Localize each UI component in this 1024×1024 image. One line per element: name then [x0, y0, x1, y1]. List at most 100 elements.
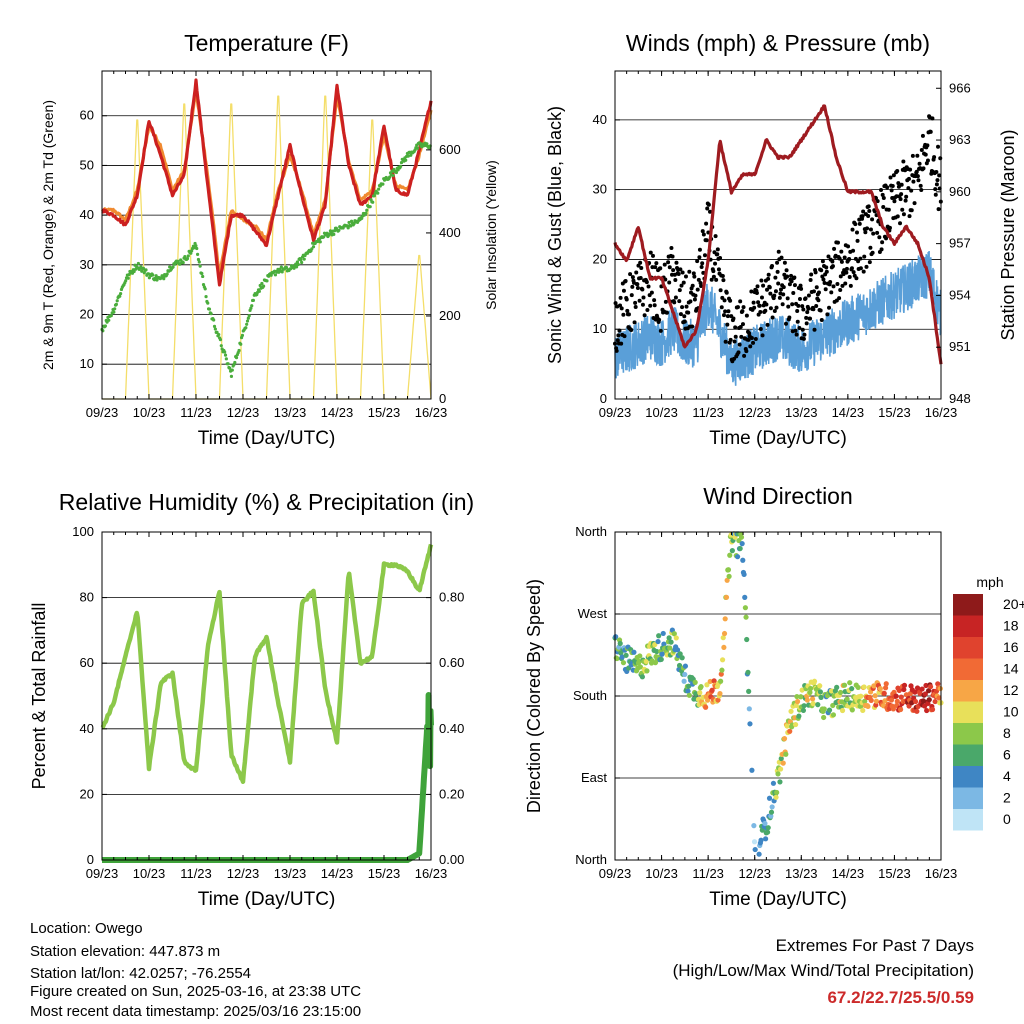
pressure-line: [613, 104, 943, 365]
gust-point: [906, 176, 911, 181]
direction-point: [817, 683, 823, 689]
gust-point: [919, 188, 924, 193]
gust-point: [840, 283, 845, 288]
x-tick-label: 15/23: [368, 866, 401, 881]
gust-point: [718, 288, 723, 293]
direction-point: [637, 664, 644, 670]
gust-point: [673, 295, 678, 300]
dewpoint-point: [377, 187, 381, 191]
gust-point: [735, 305, 740, 310]
gust-point: [621, 312, 626, 317]
gust-point: [633, 305, 638, 310]
gust-point: [713, 234, 718, 239]
y-tick-label: 50: [80, 157, 94, 172]
direction-point: [725, 567, 732, 573]
gust-point: [687, 269, 692, 274]
direction-point: [704, 697, 711, 703]
direction-point: [901, 682, 908, 688]
direction-point: [742, 594, 748, 600]
gust-point: [740, 309, 745, 314]
direction-point: [756, 851, 762, 857]
direction-point: [903, 692, 910, 698]
dewpoint-point: [295, 260, 300, 264]
gust-point: [839, 259, 844, 264]
direction-point: [674, 647, 681, 653]
direction-point: [865, 703, 871, 710]
gust-point: [663, 299, 668, 304]
gust-point: [774, 305, 779, 310]
gust-point: [618, 303, 623, 308]
gust-point: [789, 273, 794, 278]
direction-point: [751, 823, 757, 829]
gust-point: [709, 277, 714, 282]
direction-point: [676, 662, 683, 669]
gust-point: [632, 320, 637, 325]
dewpoint-point: [391, 173, 395, 178]
gust-point: [671, 268, 676, 273]
x-axis-label: Time (Day/UTC): [198, 428, 336, 449]
gust-point: [825, 312, 830, 317]
y2-tick-label: 957: [949, 236, 971, 251]
direction-point: [788, 708, 794, 714]
gust-point: [679, 283, 684, 288]
legend-label: 8: [1003, 725, 1011, 741]
gust-point: [629, 293, 634, 298]
y2-tick-label: 951: [949, 339, 971, 354]
dewpoint-point: [273, 273, 278, 277]
x-tick-label: 12/23: [738, 405, 771, 420]
gust-point: [856, 259, 861, 264]
gust-point: [723, 339, 728, 344]
gust-point: [806, 293, 811, 298]
gust-point: [800, 327, 805, 332]
direction-point: [660, 630, 666, 637]
gust-point: [901, 159, 906, 164]
gust-point: [667, 280, 672, 285]
gust-series: [613, 114, 943, 364]
gust-point: [802, 332, 807, 337]
direction-point: [623, 652, 629, 658]
y-tick-label: 10: [593, 321, 607, 336]
direction-point: [677, 651, 683, 657]
dewpoint-point: [223, 350, 227, 354]
direction-point: [773, 794, 779, 800]
gust-point: [719, 305, 724, 310]
gust-point: [820, 259, 825, 264]
direction-point: [652, 642, 658, 648]
direction-point: [908, 683, 914, 689]
gust-point: [721, 313, 726, 318]
direction-point: [659, 651, 665, 657]
x-tick-label: 14/23: [321, 866, 354, 881]
direction-point: [682, 663, 689, 669]
direction-point: [671, 631, 677, 637]
direction-point: [920, 698, 926, 704]
gust-point: [697, 255, 702, 260]
dewpoint-point: [186, 254, 190, 258]
y-tick-label: 60: [80, 108, 94, 123]
gust-point: [816, 290, 821, 295]
t2m-line: [101, 78, 433, 287]
gust-point: [621, 288, 626, 293]
direction-point: [914, 708, 920, 714]
gust-point: [633, 300, 638, 305]
direction-point: [727, 552, 733, 558]
y-tick-label: 0: [600, 391, 607, 406]
dewpoint-point: [406, 154, 410, 158]
dewpoint-point: [394, 170, 399, 175]
gust-point: [691, 271, 696, 276]
gust-point: [909, 188, 914, 193]
y2-tick-label: 0.20: [439, 786, 464, 801]
gust-point: [835, 240, 840, 245]
legend-swatch: [953, 744, 983, 766]
gust-point: [652, 303, 657, 308]
dewpoint-point: [107, 318, 111, 322]
direction-point: [778, 766, 784, 772]
direction-point: [871, 683, 877, 689]
dewpoint-point: [240, 333, 245, 337]
gust-point: [919, 148, 924, 153]
gust-point: [725, 314, 730, 319]
gust-point: [925, 158, 930, 163]
direction-point: [765, 825, 771, 831]
gust-point: [713, 261, 718, 266]
gust-point: [622, 334, 627, 339]
